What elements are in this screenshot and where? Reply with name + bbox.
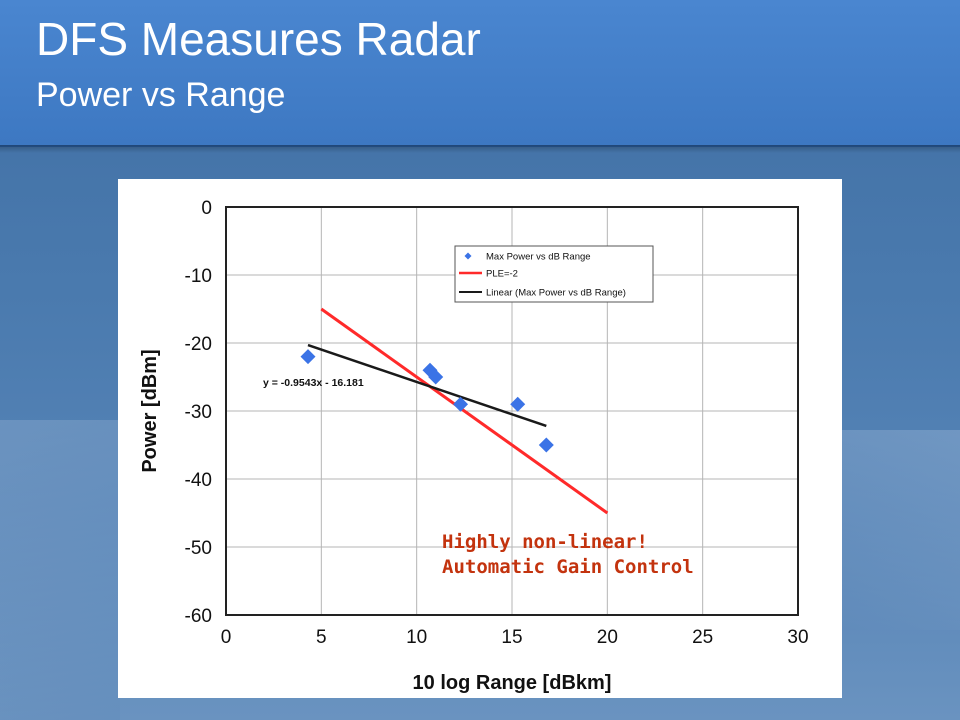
y-tick-label: -60	[185, 606, 212, 627]
power-vs-range-chart: 0 5 10 15 20 25 30 0 -10 -20 -30 -40 -50 -60 10 log …	[139, 198, 809, 694]
x-tick-labels: 0 5 10 15 20 25 30	[221, 627, 809, 648]
annotation-line-2: Automatic Gain Control	[442, 556, 694, 578]
chart-legend: Max Power vs dB Range PLE=-2 Linear (Max…	[454, 245, 654, 303]
background-aircraft-right	[842, 430, 960, 630]
background-aircraft-left	[0, 420, 120, 720]
y-tick-label: 0	[201, 198, 212, 219]
legend-entry-ple: PLE=-2	[486, 269, 518, 280]
legend-entry-linear: Linear (Max Power vs dB Range)	[486, 288, 626, 299]
data-point-marker	[428, 369, 444, 385]
linear-trendline	[307, 343, 547, 428]
slide-header: DFS Measures Radar Power vs Range	[0, 0, 960, 153]
x-tick-label: 10	[406, 627, 427, 648]
data-point-marker	[422, 362, 438, 378]
x-tick-label: 0	[221, 627, 232, 648]
y-tick-labels: 0 -10 -20 -30 -40 -50 -60	[185, 198, 212, 627]
chart-points	[300, 349, 554, 453]
x-tick-label: 5	[316, 627, 327, 648]
annotation-text: Highly non-linear! Automatic Gain Contro…	[442, 530, 694, 580]
x-axis-label: 10 log Range [dBkm]	[413, 672, 612, 694]
y-tick-label: -30	[185, 402, 212, 423]
x-tick-label: 15	[501, 627, 522, 648]
chart-panel: 0 5 10 15 20 25 30 0 -10 -20 -30 -40 -50 -60 10 log …	[118, 179, 842, 698]
chart-lines	[307, 307, 609, 515]
y-tick-label: -10	[185, 266, 212, 287]
slide-title: DFS Measures Radar	[36, 13, 481, 65]
slide-subtitle: Power vs Range	[36, 76, 286, 114]
x-tick-label: 20	[597, 627, 618, 648]
legend-box	[454, 245, 654, 303]
legend-entry-max-power: Max Power vs dB Range	[486, 252, 591, 263]
ple-line	[320, 307, 609, 515]
x-tick-label: 30	[787, 627, 808, 648]
data-point-marker	[300, 349, 316, 365]
plot-frame	[225, 206, 799, 616]
y-tick-label: -50	[185, 538, 212, 559]
annotation-line-1: Highly non-linear!	[442, 531, 648, 553]
y-tick-label: -20	[185, 334, 212, 355]
y-tick-label: -40	[185, 470, 212, 491]
data-point-marker	[453, 396, 469, 412]
data-point-marker	[538, 437, 554, 453]
x-tick-label: 25	[692, 627, 713, 648]
trendline-equation: y = -0.9543x - 16.181	[263, 377, 364, 389]
legend-marker-diamond-icon	[464, 252, 472, 260]
y-axis-label: Power [dBm]	[139, 349, 161, 472]
